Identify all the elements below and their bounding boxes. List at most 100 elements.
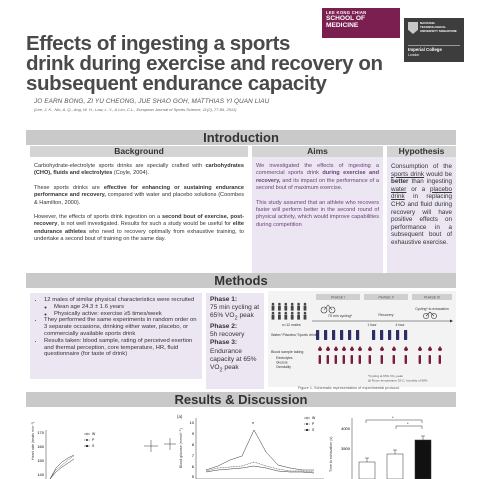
- phase1-label: Phase 1:: [210, 296, 238, 303]
- section-methods: Methods: [26, 273, 456, 288]
- blood-drop-icon: [380, 346, 384, 351]
- person-icon: [290, 311, 294, 315]
- participant-icons: [271, 302, 307, 320]
- title-line-2: drink during exercise and recovery on: [26, 52, 383, 75]
- person-icon: [271, 311, 275, 315]
- person-icon-body: [278, 305, 281, 311]
- imperial-logo-line1: Imperial College: [408, 47, 442, 52]
- phases-box: Phase 1: 75 min cycling at 65% VO2 peak …: [206, 293, 264, 389]
- aims-heading: Aims: [252, 146, 383, 157]
- aims-paragraph-1: We investigated the effects of ingesting…: [256, 163, 379, 192]
- person-icon: [278, 302, 281, 306]
- hypothesis-heading: Hypothesis: [387, 146, 456, 157]
- bottle-icon: [380, 330, 384, 340]
- person-icon: [284, 302, 288, 306]
- schematic-blood-item-3: Osmolality: [276, 365, 291, 369]
- person-icon-body: [284, 314, 288, 320]
- schematic-hour1: 1 hour: [367, 323, 377, 327]
- bottle-icon: [348, 330, 352, 340]
- person-icon: [284, 311, 288, 315]
- hr-ytick-160: 160: [37, 444, 44, 449]
- person-icon: [297, 311, 300, 315]
- hr-legend: W P S: [84, 432, 96, 448]
- glucose-lines: [205, 429, 315, 474]
- section-introduction: Introduction: [26, 130, 456, 145]
- phase2-text: 5h recovery: [210, 331, 245, 339]
- hr-ylabel: Heart rate (beats min⁻¹): [31, 422, 35, 460]
- hr-legend-p: P: [92, 438, 95, 442]
- schematic-phase3: PHASE III: [424, 296, 440, 300]
- person-icon-body: [297, 314, 300, 320]
- person-icon: [278, 311, 281, 315]
- blood-tube-icon: [438, 355, 441, 364]
- citation: (Lee, J. K., Nio, A. Q., Ang, W. H., Law…: [34, 107, 237, 112]
- aims-paragraph-2: This study assumed that an athlete who r…: [256, 199, 379, 228]
- bottle-icon: [388, 330, 392, 340]
- background-paragraph-1: Carbohydrate-electrolyte sports drinks a…: [34, 163, 244, 177]
- phase3-label: Phase 3:: [210, 339, 238, 347]
- schematic-footnote-2: @ Room temperature 32°C, humidity of 68%: [368, 379, 428, 383]
- background-column: Background Carbohydrate-electrolyte spor…: [30, 146, 248, 257]
- hr-lines: [49, 454, 75, 479]
- glucose-ytick-6: 6: [192, 464, 195, 469]
- aims-body: We investigated the effects of ingesting…: [252, 157, 383, 281]
- blood-drop-icon: [318, 346, 322, 351]
- ntu-crest-icon: [408, 22, 418, 34]
- person-icon-body: [297, 305, 300, 311]
- schematic-recovery-label: Recovery: [378, 313, 393, 317]
- tte-bar: [414, 439, 432, 479]
- ntu-imperial-logo: NANYANG TECHNOLOGICAL UNIVERSITY SINGAPO…: [404, 18, 464, 62]
- bottle-icon: [324, 330, 328, 340]
- blood-tube-icon: [326, 355, 329, 364]
- hypothesis-body: Consumption of the sports drink would be…: [387, 157, 456, 281]
- blood-glucose-chart: (a) Blood glucose (mmol l⁻¹) 10 9 8 7 6 …: [177, 414, 324, 479]
- glucose-legend-p: P: [312, 422, 315, 426]
- blood-drop-icon: [342, 346, 346, 351]
- bicycle-icon: [320, 304, 437, 319]
- schematic-n-label: n=12 males: [282, 323, 301, 327]
- tte-bars: [358, 435, 432, 479]
- person-icon-body: [303, 314, 307, 320]
- blood-tube-icon: [334, 355, 337, 364]
- tte-star-2: *: [407, 421, 409, 426]
- tte-ytick-4000: 4000: [341, 426, 351, 431]
- blood-drop-icon: [334, 346, 338, 351]
- blood-tube-icon: [392, 355, 395, 364]
- lkc-medicine-logo: LEE KONG CHIAN SCHOOL OF MEDICINE: [322, 8, 400, 38]
- bottle-icon: [332, 330, 336, 340]
- glucose-legend-w: W: [312, 416, 316, 420]
- person-icon-body: [290, 305, 294, 311]
- time-to-exhaustion-chart: Time to exhaustion (s) 4000 3500 * *: [329, 415, 432, 479]
- section-results: Results & Discussion: [26, 392, 456, 407]
- glucose-ytick-5: 5: [192, 474, 195, 479]
- person-icon-body: [303, 305, 307, 311]
- blood-drop-icon: [392, 346, 396, 351]
- schematic-blood-item-2: Glucose: [276, 361, 288, 365]
- person-icon-body: [290, 314, 294, 320]
- person-icon-body: [271, 314, 275, 320]
- person-icon: [303, 302, 307, 306]
- schematic-hour4: 4 hour: [395, 323, 405, 327]
- hr-ytick-150: 150: [37, 458, 44, 463]
- schematic-blood-label: Blood sample taking: [271, 350, 303, 354]
- glucose-ytick-10: 10: [190, 420, 195, 425]
- blood-tube-icon: [428, 355, 431, 364]
- glucose-ylabel: Blood glucose (mmol l⁻¹): [179, 428, 183, 468]
- tte-ytick-3500: 3500: [341, 446, 351, 451]
- protocol-schematic: PHASE I PHASE II PHASE III n=12 males 75…: [268, 291, 456, 387]
- blood-drop-icon: [350, 346, 354, 351]
- heart-rate-chart: Heart rate (beats min⁻¹) 170 160 150 140…: [31, 422, 176, 479]
- blood-tube-icon: [358, 355, 361, 364]
- bottle-icon: [356, 330, 360, 340]
- background-body: Carbohydrate-electrolyte sports drinks a…: [30, 157, 248, 257]
- tte-significance: [365, 419, 423, 429]
- phase2-label: Phase 2:: [210, 322, 238, 330]
- methods-list: 12 males of similar physical characteris…: [30, 293, 202, 379]
- person-icon-body: [271, 305, 275, 311]
- aims-column: Aims We investigated the effects of inge…: [252, 146, 383, 281]
- schematic-phase2: PHASE II: [378, 296, 393, 300]
- blood-drop-icon: [358, 346, 362, 351]
- blood-tube-icon: [318, 355, 321, 364]
- phase3-text: Endurance capacity at 65% VO2 peak: [210, 347, 257, 374]
- lkc-logo-line1: LEE KONG CHIAN: [326, 10, 367, 15]
